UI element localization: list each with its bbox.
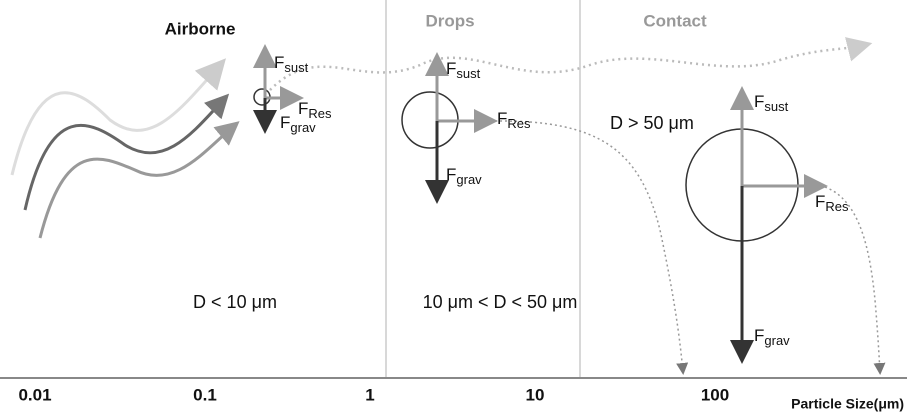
force-label: FRes	[298, 99, 332, 121]
force-symbol: F	[446, 165, 456, 184]
force-sub: Res	[825, 199, 849, 214]
force-symbol: F	[754, 326, 764, 345]
trajectory	[494, 120, 689, 375]
force-sub: Res	[507, 116, 531, 131]
force-symbol: F	[754, 92, 764, 111]
trajectory	[38, 121, 240, 239]
trajectory	[269, 37, 873, 91]
force-label: FRes	[815, 192, 849, 214]
force-symbol: F	[298, 99, 308, 118]
header: Airborne	[165, 19, 236, 38]
force-label: Fsust	[446, 59, 481, 81]
force-label: Fgrav	[446, 165, 482, 187]
force-symbol: F	[815, 192, 825, 211]
force-label: Fgrav	[280, 113, 316, 135]
axis-title: Particle Size(μm)	[791, 396, 904, 412]
size-range: 10 μm < D < 50 μm	[423, 292, 578, 312]
trajectory	[10, 58, 226, 176]
size-range: D < 10 μm	[193, 292, 277, 312]
force-sub: sust	[764, 99, 788, 114]
force-sub: grav	[764, 333, 790, 348]
force-symbol: F	[280, 113, 290, 132]
trajectory	[824, 186, 886, 375]
axis-tick-label: 0.1	[193, 385, 217, 404]
force-label: Fgrav	[754, 326, 790, 348]
force-symbol: F	[497, 109, 507, 128]
force-symbol: F	[446, 59, 456, 78]
force-sub: grav	[456, 172, 482, 187]
header: Drops	[425, 11, 474, 30]
force-label: FRes	[497, 109, 531, 131]
force-sub: sust	[284, 60, 308, 75]
axis-tick-label: 100	[701, 385, 729, 404]
axis-tick-label: 10	[526, 385, 545, 404]
force-label: Fsust	[754, 92, 789, 114]
axis-tick-label: 0.01	[18, 385, 51, 404]
force-label: Fsust	[274, 53, 309, 75]
size-range: D > 50 μm	[610, 113, 694, 133]
force-sub: grav	[290, 120, 316, 135]
axis-tick-label: 1	[365, 385, 374, 404]
force-sub: sust	[456, 66, 480, 81]
trajectory	[23, 93, 230, 211]
force-sub: Res	[308, 106, 332, 121]
force-symbol: F	[274, 53, 284, 72]
header: Contact	[643, 11, 707, 30]
